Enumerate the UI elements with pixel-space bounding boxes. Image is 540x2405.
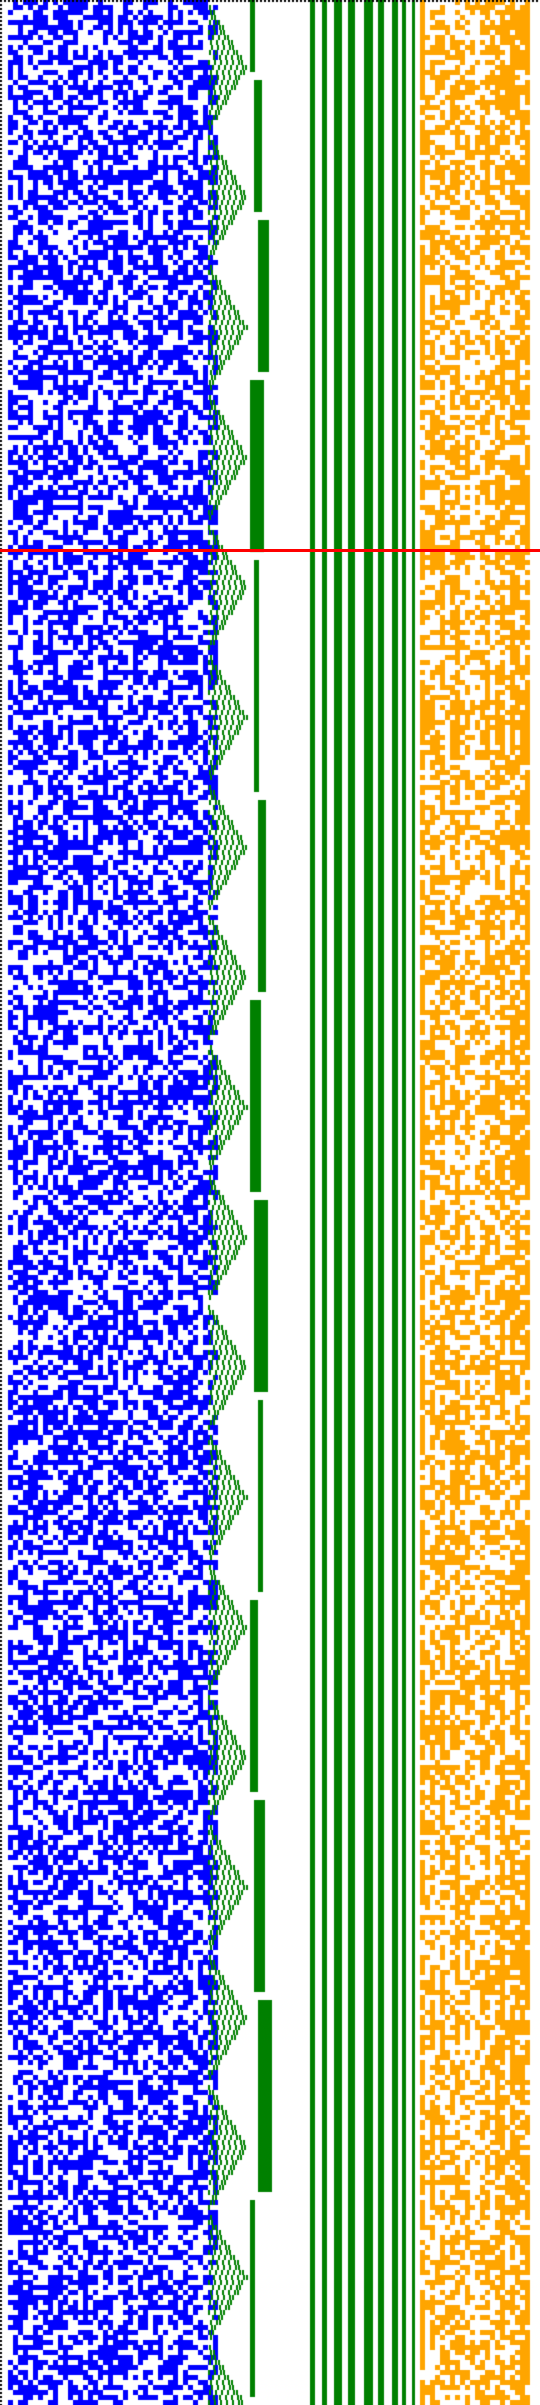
red-highlight-line [0,549,540,552]
